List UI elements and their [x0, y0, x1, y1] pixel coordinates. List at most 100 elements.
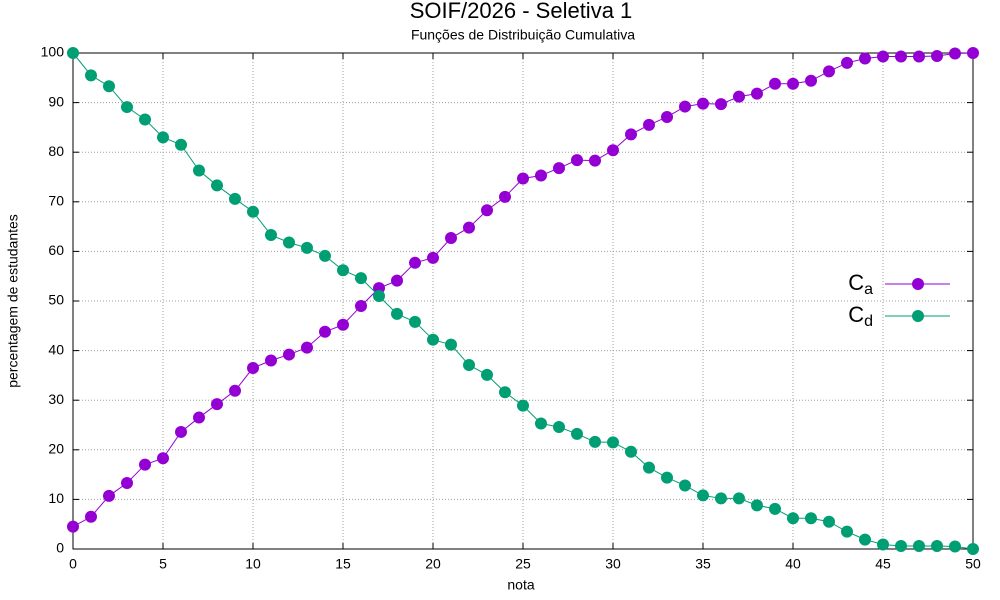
data-point [967, 543, 979, 555]
data-point [571, 427, 583, 440]
data-point [67, 47, 79, 59]
x-tick-label: 5 [159, 556, 167, 572]
data-point [877, 50, 889, 63]
data-point [319, 249, 331, 262]
data-point [427, 333, 439, 346]
data-point [337, 264, 349, 277]
y-tick-label: 40 [48, 341, 64, 357]
y-tick-label: 70 [48, 193, 64, 209]
data-point [373, 290, 385, 303]
chart-title: SOIF/2026 - Seletiva 1 [410, 0, 633, 23]
data-point [499, 386, 511, 399]
legend-label: Cd [848, 302, 873, 330]
data-point [391, 307, 403, 320]
data-point [157, 452, 169, 465]
legend-marker [912, 310, 924, 322]
data-point [787, 512, 799, 525]
data-point [913, 540, 925, 553]
data-point [607, 436, 619, 449]
data-point [499, 190, 511, 203]
data-point [517, 399, 529, 412]
data-point [175, 425, 187, 438]
data-point [859, 533, 871, 546]
legend-label-sub: d [864, 313, 873, 330]
data-point [229, 192, 241, 205]
plot-frame [72, 52, 974, 550]
data-point [895, 540, 907, 553]
x-tick-label: 45 [875, 556, 891, 572]
data-point [265, 354, 277, 367]
y-tick-label: 80 [48, 143, 64, 159]
data-point [337, 318, 349, 331]
data-point [895, 50, 907, 63]
data-point [121, 477, 133, 490]
data-point [967, 47, 979, 59]
data-point [877, 538, 889, 551]
data-point [193, 411, 205, 424]
data-point [193, 164, 205, 177]
data-point [931, 49, 943, 62]
y-tick-label: 10 [48, 490, 64, 506]
x-tick-label: 40 [785, 556, 801, 572]
y-tick-label: 60 [48, 242, 64, 258]
x-tick-label: 10 [245, 556, 261, 572]
data-point [481, 204, 493, 217]
legend-label: Ca [848, 270, 873, 298]
y-tick-label: 100 [41, 44, 65, 60]
data-point [211, 398, 223, 411]
data-point [769, 502, 781, 515]
x-tick-label: 30 [605, 556, 621, 572]
data-point [301, 341, 313, 354]
legend-label-sub: a [864, 281, 873, 298]
data-point [283, 348, 295, 361]
data-point [229, 384, 241, 397]
data-point [445, 232, 457, 245]
data-point [841, 56, 853, 69]
data-point [679, 479, 691, 492]
data-point [733, 90, 745, 103]
data-point [823, 65, 835, 78]
data-point [553, 420, 565, 433]
data-point [697, 97, 709, 110]
data-point [139, 113, 151, 126]
y-tick-label: 30 [48, 391, 64, 407]
data-point [679, 100, 691, 113]
data-point [67, 520, 79, 533]
data-point [643, 118, 655, 131]
data-point [823, 515, 835, 528]
data-point [949, 47, 961, 60]
data-point [751, 87, 763, 100]
data-point [949, 540, 961, 553]
data-point [733, 492, 745, 505]
data-point [931, 540, 943, 553]
data-point [103, 489, 115, 502]
data-point [85, 69, 97, 82]
legend-label-base: C [848, 302, 864, 327]
data-point [211, 179, 223, 192]
data-point [643, 461, 655, 474]
data-point [139, 458, 151, 471]
x-axis-label: nota [507, 577, 534, 593]
data-point [625, 445, 637, 458]
data-point [445, 338, 457, 351]
data-point [625, 128, 637, 141]
data-point [535, 417, 547, 430]
x-tick-label: 50 [965, 556, 981, 572]
data-point [697, 489, 709, 502]
data-point [175, 138, 187, 151]
data-point [859, 52, 871, 65]
x-tick-label: 35 [695, 556, 711, 572]
data-point [481, 368, 493, 381]
x-tick-label: 0 [69, 556, 77, 572]
data-point [121, 101, 133, 114]
data-point [913, 50, 925, 63]
data-point [247, 361, 259, 374]
data-point [607, 144, 619, 157]
data-point [769, 77, 781, 90]
data-point [355, 272, 367, 285]
data-point [301, 241, 313, 254]
data-point [661, 471, 673, 484]
x-tick-label: 25 [515, 556, 531, 572]
legend-label-base: C [848, 270, 864, 295]
